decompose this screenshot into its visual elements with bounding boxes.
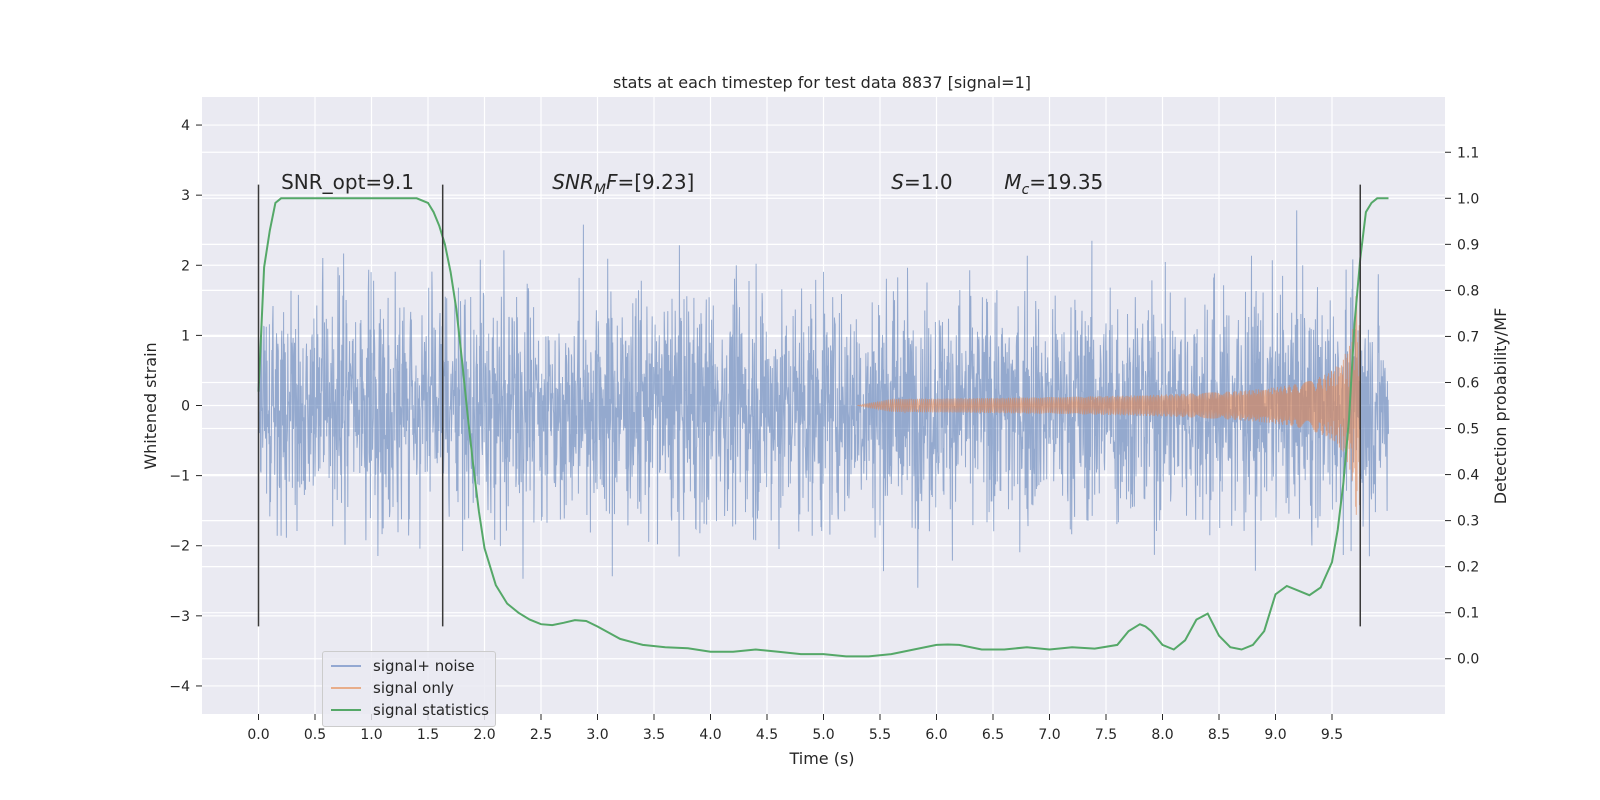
x-tick-label: 7.0 — [1038, 727, 1060, 743]
y-tick-label: −1 — [169, 469, 190, 485]
y2-tick-label: 0.9 — [1457, 237, 1479, 253]
x-tick-label: 3.0 — [586, 727, 608, 743]
x-tick-label: 4.5 — [756, 727, 778, 743]
signal-noise-series — [258, 210, 1389, 588]
annotation-snr-opt: SNR_opt=9.1 — [281, 170, 414, 194]
y2-tick-label: 0.0 — [1457, 652, 1479, 668]
x-tick-label: 6.5 — [982, 727, 1004, 743]
y2-tick-label: 0.2 — [1457, 560, 1479, 576]
y2-tick-label: 1.0 — [1457, 191, 1479, 207]
y2-tick-label: 0.7 — [1457, 329, 1479, 345]
x-tick-label: 0.5 — [304, 727, 326, 743]
legend-label-signal-noise: signal+ noise — [373, 657, 475, 675]
signal-statistics-series — [257, 197, 1389, 658]
signal-statistics-line — [257, 197, 1389, 658]
legend-item-signal-only: signal only — [331, 677, 454, 699]
signal-only-series — [857, 290, 1361, 532]
y-tick-label: 2 — [181, 258, 190, 274]
x-tick-label: 0.0 — [247, 727, 269, 743]
x-tick-label: 8.5 — [1208, 727, 1230, 743]
annotation-snr-mf: SNRMF=[9.23] — [552, 170, 694, 198]
legend: signal+ noise signal only signal statist… — [322, 651, 496, 727]
y2-tick-label: 1.1 — [1457, 145, 1479, 161]
x-tick-label: 5.5 — [869, 727, 891, 743]
legend-label-signal-statistics: signal statistics — [373, 701, 490, 719]
vertical-markers — [257, 184, 1361, 627]
y-tick-label: 4 — [181, 118, 190, 134]
x-tick-label: 1.0 — [360, 727, 382, 743]
legend-swatch-signal-only — [331, 687, 361, 689]
y-axis-label: Whitened strain — [141, 342, 160, 469]
x-tick-label: 8.0 — [1151, 727, 1173, 743]
y2-tick-label: 0.6 — [1457, 375, 1479, 391]
y2-tick-label: 0.4 — [1457, 468, 1479, 484]
x-tick-label: 5.0 — [812, 727, 834, 743]
x-tick-label: 7.5 — [1095, 727, 1117, 743]
y-tick-label: 3 — [181, 188, 190, 204]
annotation-s: S=1.0 — [891, 170, 952, 194]
x-tick-label: 9.0 — [1264, 727, 1286, 743]
y-tick-label: 1 — [181, 328, 190, 344]
signal-noise-line — [258, 210, 1389, 588]
y-tick-label: −2 — [169, 539, 190, 555]
legend-label-signal-only: signal only — [373, 679, 454, 697]
legend-swatch-signal-statistics — [331, 709, 361, 711]
legend-item-signal-statistics: signal statistics — [331, 699, 489, 721]
x-tick-label: 4.0 — [699, 727, 721, 743]
y2-tick-label: 0.1 — [1457, 606, 1479, 622]
y2-tick-label: 0.5 — [1457, 422, 1479, 438]
legend-item-signal-noise: signal+ noise — [331, 655, 475, 677]
legend-swatch-signal-noise — [331, 665, 361, 667]
y-tick-label: −4 — [169, 679, 190, 695]
annotation-mc: Mc=19.35 — [1004, 170, 1103, 198]
axis-ticks: 0.0 0.5 1.0 1.5 2.0 2.5 3.0 3.5 4.0 4.5 5.0 5.5 6.0 6… — [169, 118, 1479, 743]
x-tick-label: 2.0 — [473, 727, 495, 743]
chart-title: stats at each timestep for test data 883… — [613, 73, 1031, 92]
x-tick-label: 2.5 — [530, 727, 552, 743]
y2-tick-label: 0.3 — [1457, 514, 1479, 530]
signal-only-line — [857, 290, 1361, 532]
y2-tick-label: 0.8 — [1457, 283, 1479, 299]
x-axis-label: Time (s) — [788, 749, 854, 768]
x-tick-label: 6.0 — [925, 727, 947, 743]
y-tick-label: −3 — [169, 609, 190, 625]
y-tick-label: 0 — [181, 399, 190, 415]
x-tick-label: 9.5 — [1321, 727, 1343, 743]
annotations: SNR_opt=9.1 SNRMF=[9.23] S=1.0 Mc=19.35 — [281, 170, 1103, 198]
x-tick-label: 3.5 — [643, 727, 665, 743]
y2-axis-label: Detection probability/MF — [1491, 308, 1510, 505]
x-tick-label: 1.5 — [417, 727, 439, 743]
